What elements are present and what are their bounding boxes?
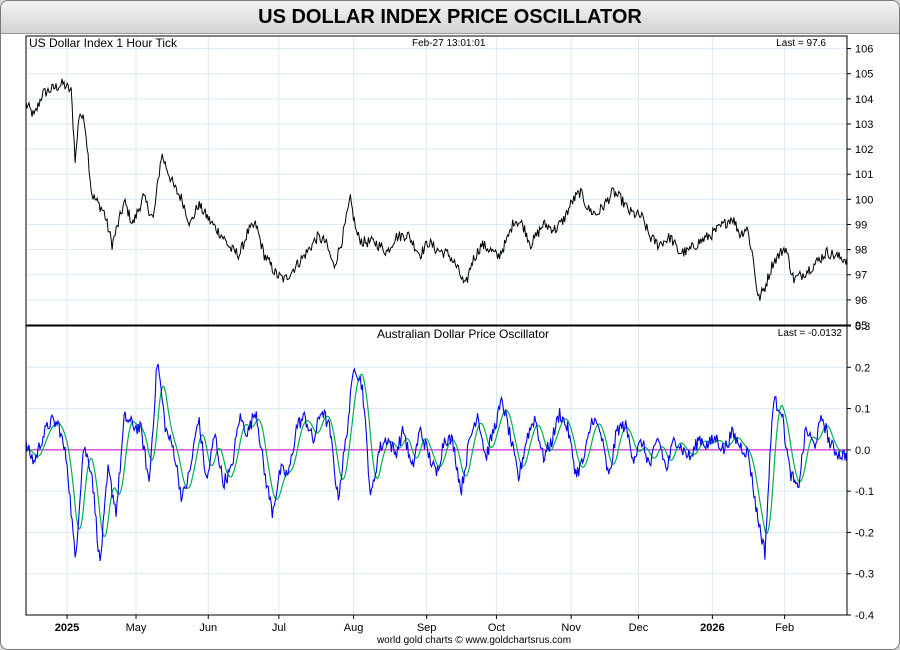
x-tick-label: Jul [272,622,286,634]
oscillator-y-tick-label: 0.1 [855,404,870,416]
oscillator-y-tick-label: 0.3 [855,321,870,333]
oscillator-y-tick-label: -0.3 [855,569,874,581]
signal-series-line [25,373,848,538]
price-y-tick-label: 100 [855,194,873,206]
price-y-tick-label: 103 [855,119,873,131]
x-tick-label: Dec [629,622,649,634]
oscillator-chart-title: Australian Dollar Price Oscillator [377,327,549,341]
price-panel [25,35,848,326]
price-y-tick-label: 99 [855,219,867,231]
price-y-tick-label: 101 [855,169,873,181]
price-chart-title: US Dollar Index 1 Hour Tick [29,36,178,50]
x-tick-label: Sep [417,622,437,634]
price-y-tick-label: 104 [855,94,873,106]
x-tick-label: Feb [775,622,794,634]
x-tick-label: May [126,622,147,634]
x-tick-label: Aug [344,622,364,634]
price-y-tick-label: 96 [855,295,867,307]
price-y-tick-label: 97 [855,270,867,282]
price-chart-timestamp: Feb-27 13:01:01 [412,38,486,49]
oscillator-last-value: Last = -0.0132 [778,328,843,339]
oscillator-panel-grid [26,325,847,616]
price-y-tick-label: 95 [855,320,867,332]
footer-credit: world gold charts © www.goldchartsrus.co… [376,635,571,646]
oscillator-panel [25,325,848,616]
oscillator-series-line [25,363,848,562]
price-y-tick-label: 106 [855,44,873,56]
oscillator-y-tick-label: -0.1 [855,486,874,498]
price-panel-grid [26,36,847,326]
oscillator-y-axis: -0.4 -0.3 -0.2 -0.1 0.0 0.1 0.2 0.3 [847,321,874,622]
oscillator-y-tick-label: 0.2 [855,362,870,374]
x-tick-label: 2026 [700,622,724,634]
x-tick-label: Jun [199,622,217,634]
x-tick-label: 2025 [55,622,79,634]
page-title: US DOLLAR INDEX PRICE OSCILLATOR [1,1,899,34]
x-tick-label: Nov [561,622,581,634]
x-tick-label: Oct [488,622,505,634]
price-y-tick-label: 102 [855,144,873,156]
x-axis: 2025 May Jun Jul Aug Sep Oct Nov Dec 2026 Feb [55,615,794,634]
price-y-axis: 95 96 97 98 99 100 101 102 103 104 105 106 [847,44,873,332]
price-y-tick-label: 105 [855,69,873,81]
price-series-line [25,78,848,301]
price-y-tick-label: 98 [855,245,867,257]
oscillator-y-tick-label: -0.4 [855,610,874,622]
oscillator-y-tick-label: 0.0 [855,445,870,457]
price-last-value: Last = 97.6 [776,38,826,49]
oscillator-y-tick-label: -0.2 [855,527,874,539]
